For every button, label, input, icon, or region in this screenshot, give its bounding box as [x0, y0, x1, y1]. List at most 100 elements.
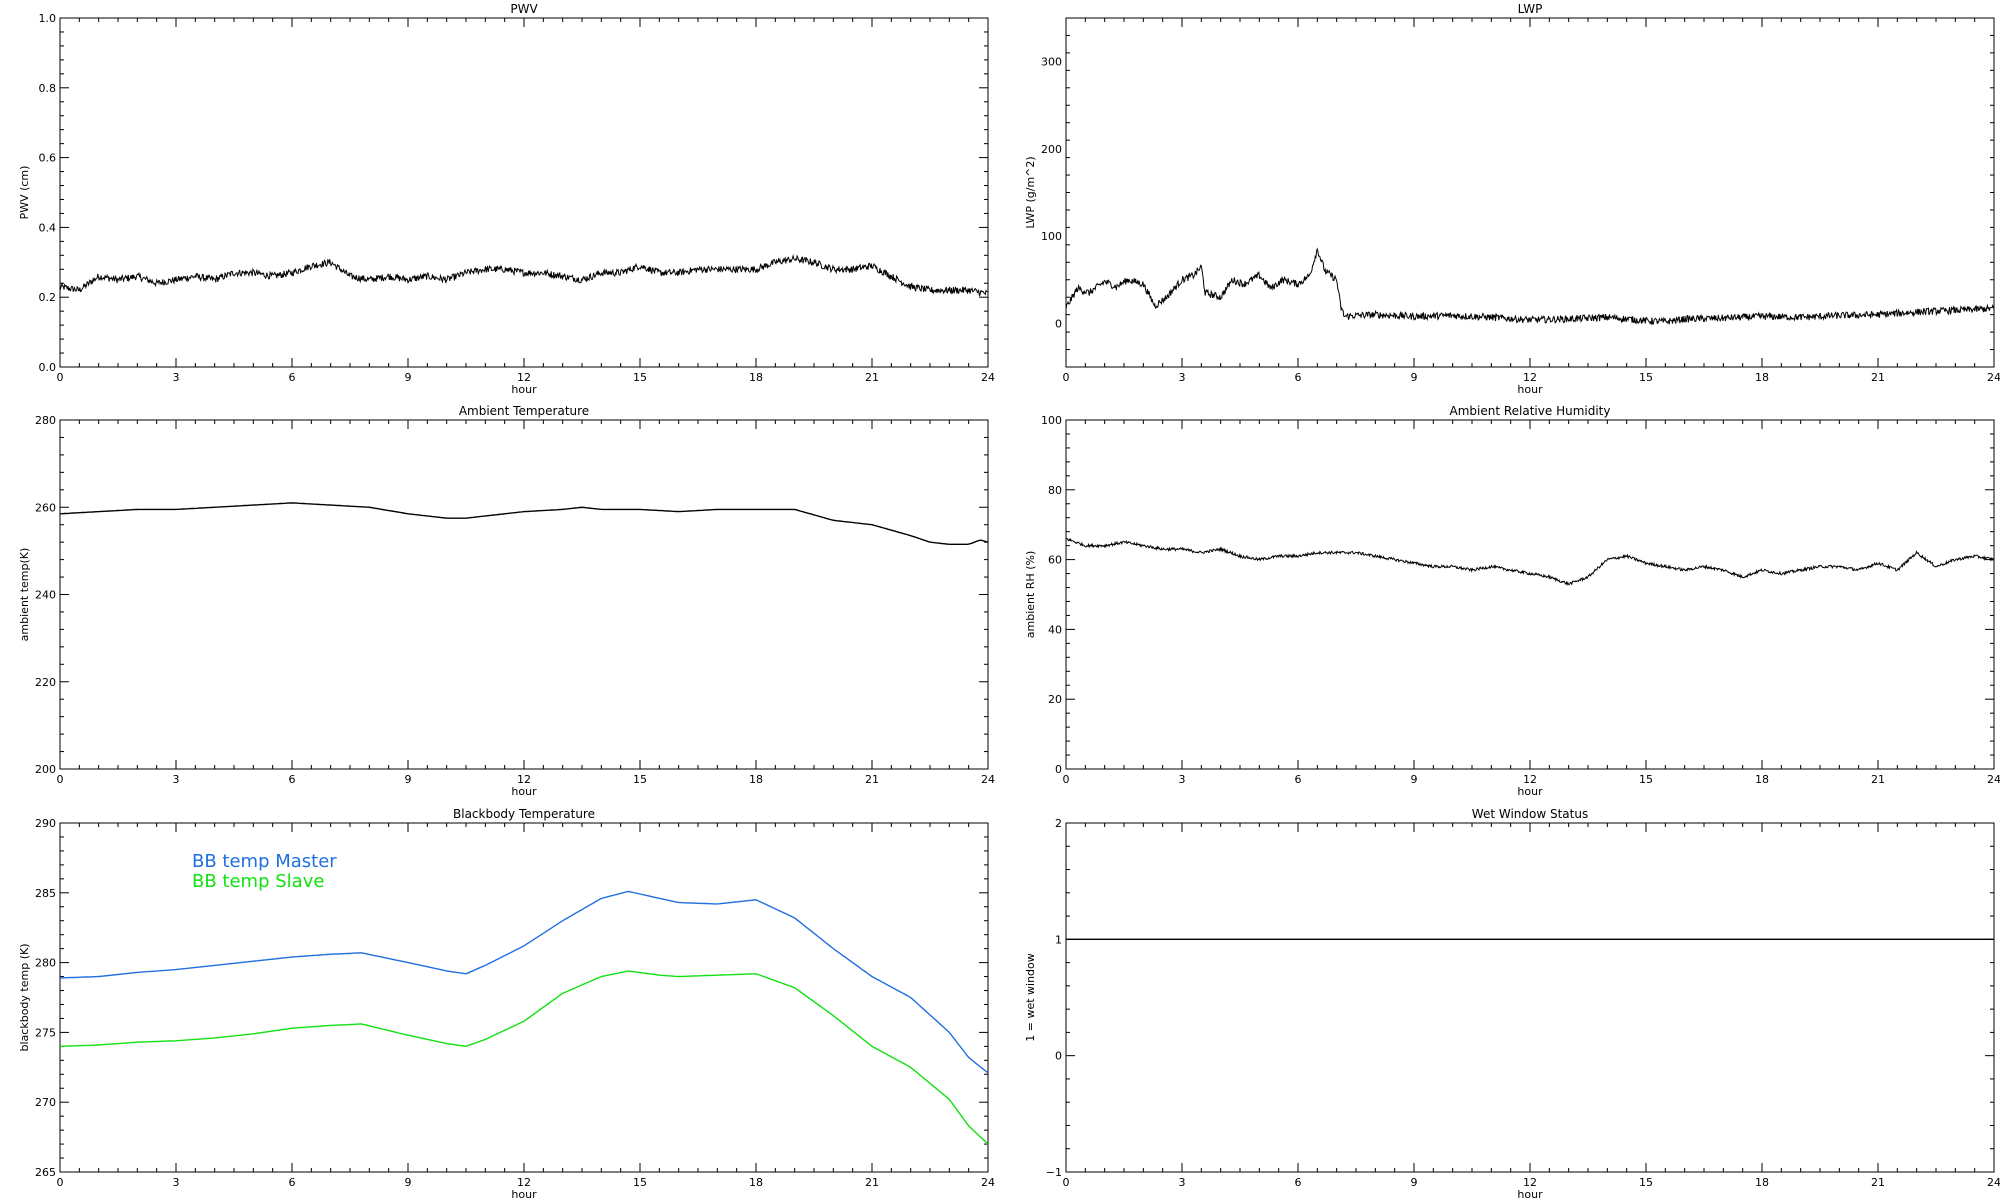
ambient-rh-x-tick-label: 6: [1295, 773, 1302, 786]
blackbody-temp-y-tick-label: 285: [35, 887, 56, 900]
wet-window-title: Wet Window Status: [1472, 807, 1588, 821]
ambient-temp-y-tick-label: 280: [35, 414, 56, 427]
pwv-series-1-line: [60, 253, 988, 297]
wet-window-y-axis-label: 1 = wet window: [1024, 953, 1037, 1042]
ambient-temp-x-axis-label: hour: [511, 785, 537, 798]
blackbody-temp-x-tick-label: 15: [633, 1176, 647, 1189]
lwp-y-tick-label: 100: [1041, 230, 1062, 243]
ambient-rh-y-tick-label: 20: [1048, 693, 1062, 706]
blackbody-temp-series-2-line: [60, 970, 988, 1145]
ambient-rh-y-tick-label: 0: [1055, 763, 1062, 776]
ambient-temp-plot-frame: [59, 419, 989, 770]
ambient-rh-y-tick-label: 80: [1048, 484, 1062, 497]
ambient-temp-x-tick-label: 3: [173, 773, 180, 786]
lwp-series-1-line: [1066, 247, 1994, 326]
ambient-rh-x-tick-label: 3: [1179, 773, 1186, 786]
pwv-x-tick-label: 3: [173, 371, 180, 384]
wet-window-x-tick-label: 18: [1755, 1176, 1769, 1189]
wet-window-x-tick-label: 0: [1063, 1176, 1070, 1189]
blackbody-temp-y-tick-label: 290: [35, 817, 56, 830]
ambient-rh-x-tick-label: 0: [1063, 773, 1070, 786]
lwp-y-tick-label: 300: [1041, 56, 1062, 69]
ambient-rh-plot-frame: [1065, 419, 1995, 770]
pwv-y-tick-label: 1.0: [39, 12, 57, 25]
blackbody-temp-y-tick-label: 280: [35, 957, 56, 970]
wet-window-x-tick-label: 15: [1639, 1176, 1653, 1189]
pwv-x-tick-label: 9: [405, 371, 412, 384]
ambient-rh-y-tick-label: 60: [1048, 554, 1062, 567]
pwv-x-tick-label: 15: [633, 371, 647, 384]
wet-window-y-tick-label: −1: [1046, 1166, 1062, 1179]
ambient-temp-y-tick-label: 240: [35, 589, 56, 602]
ambient-rh-panel: Ambient Relative Humidity 0 3 6 9 12 15 18 21 24 0…: [1024, 404, 2000, 798]
ambient-temp-x-tick-label: 12: [517, 773, 531, 786]
lwp-x-tick-label: 12: [1523, 371, 1537, 384]
blackbody-temp-y-tick-label: 275: [35, 1026, 56, 1039]
wet-window-x-tick-label: 3: [1179, 1176, 1186, 1189]
pwv-y-tick-label: 0.4: [39, 221, 57, 234]
lwp-x-tick-label: 21: [1871, 371, 1885, 384]
ambient-rh-x-axis-label: hour: [1517, 785, 1543, 798]
ambient-temp-x-tick-label: 9: [405, 773, 412, 786]
pwv-y-axis-label: PWV (cm): [18, 166, 31, 220]
pwv-title: PWV: [510, 2, 538, 16]
blackbody-temp-legend-entry-1: BB temp Master: [192, 851, 337, 872]
lwp-x-tick-label: 6: [1295, 371, 1302, 384]
ambient-temp-x-tick-label: 18: [749, 773, 763, 786]
blackbody-temp-x-tick-label: 3: [173, 1176, 180, 1189]
ambient-rh-series-1-line: [1066, 537, 1994, 587]
ambient-temp-y-tick-label: 260: [35, 501, 56, 514]
lwp-x-tick-label: 24: [1987, 371, 2000, 384]
ambient-temp-y-tick-label: 200: [35, 763, 56, 776]
blackbody-temp-x-axis-label: hour: [511, 1188, 537, 1200]
blackbody-temp-y-axis-label: blackbody temp (K): [18, 944, 31, 1052]
ambient-rh-x-tick-label: 21: [1871, 773, 1885, 786]
lwp-x-tick-label: 3: [1179, 371, 1186, 384]
ambient-rh-x-tick-label: 24: [1987, 773, 2000, 786]
lwp-x-tick-label: 18: [1755, 371, 1769, 384]
blackbody-temp-x-tick-label: 9: [405, 1176, 412, 1189]
ambient-rh-x-tick-label: 9: [1411, 773, 1418, 786]
ambient-rh-x-tick-label: 15: [1639, 773, 1653, 786]
ambient-temp-x-tick-label: 15: [633, 773, 647, 786]
pwv-x-tick-label: 24: [981, 371, 995, 384]
pwv-y-tick-label: 0.2: [39, 291, 57, 304]
pwv-y-tick-label: 0.6: [39, 152, 57, 165]
ambient-temp-x-tick-label: 0: [57, 773, 64, 786]
wet-window-x-axis-label: hour: [1517, 1188, 1543, 1200]
ambient-temp-series-1-line: [60, 502, 988, 545]
ambient-rh-y-axis-label: ambient RH (%): [1024, 551, 1037, 639]
ambient-rh-y-tick-label: 40: [1048, 623, 1062, 636]
ambient-rh-x-tick-label: 18: [1755, 773, 1769, 786]
blackbody-temp-x-tick-label: 0: [57, 1176, 64, 1189]
ambient-temp-panel: Ambient Temperature 0 3 6 9 12 15 18 21 24 200 220 2…: [18, 404, 995, 798]
ambient-temp-x-tick-label: 24: [981, 773, 995, 786]
blackbody-temp-y-tick-label: 270: [35, 1096, 56, 1109]
pwv-panel: PWV 0 3 6 9 12 15 18 21 24 0.0 0.2 0.4 0.6 0.8 1.0 hour P…: [18, 2, 995, 396]
pwv-x-tick-label: 18: [749, 371, 763, 384]
lwp-x-tick-label: 9: [1411, 371, 1418, 384]
wet-window-x-tick-label: 21: [1871, 1176, 1885, 1189]
ambient-temp-x-tick-label: 21: [865, 773, 879, 786]
blackbody-temp-x-tick-label: 21: [865, 1176, 879, 1189]
pwv-x-tick-label: 6: [289, 371, 296, 384]
lwp-x-tick-label: 15: [1639, 371, 1653, 384]
pwv-x-tick-label: 12: [517, 371, 531, 384]
wet-window-y-tick-label: 1: [1055, 933, 1062, 946]
wet-window-x-tick-label: 9: [1411, 1176, 1418, 1189]
wet-window-x-tick-label: 24: [1987, 1176, 2000, 1189]
pwv-y-tick-label: 0.0: [39, 361, 57, 374]
ambient-temp-x-tick-label: 6: [289, 773, 296, 786]
blackbody-temp-legend-entry-2: BB temp Slave: [192, 871, 324, 892]
ambient-rh-y-tick-label: 100: [1041, 414, 1062, 427]
lwp-panel: LWP 0 3 6 9 12 15 18 21 24 0 100 200 300 hour LWP (g/m^…: [1024, 2, 2000, 396]
pwv-x-tick-label: 0: [57, 371, 64, 384]
blackbody-temp-x-tick-label: 24: [981, 1176, 995, 1189]
blackbody-temp-panel: Blackbody Temperature 0 3 6 9 12 15 18 21 24 265 27…: [18, 807, 995, 1201]
wet-window-y-tick-label: 2: [1055, 817, 1062, 830]
wet-window-x-tick-label: 6: [1295, 1176, 1302, 1189]
blackbody-temp-y-tick-label: 265: [35, 1166, 56, 1179]
ambient-rh-x-tick-label: 12: [1523, 773, 1537, 786]
blackbody-temp-x-tick-label: 6: [289, 1176, 296, 1189]
